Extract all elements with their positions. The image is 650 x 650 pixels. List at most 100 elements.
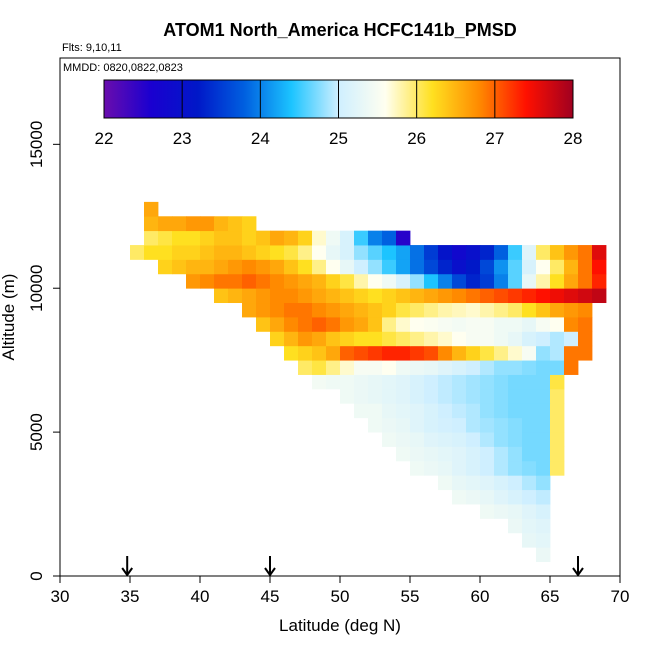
heatmap-cell bbox=[214, 245, 229, 260]
heatmap-cell bbox=[466, 259, 481, 275]
heatmap-cell bbox=[452, 417, 467, 433]
heatmap-cell bbox=[508, 245, 523, 260]
heatmap-cell bbox=[550, 259, 565, 275]
heatmap-cell bbox=[522, 460, 537, 476]
heatmap-cell bbox=[480, 460, 495, 476]
heatmap-cell bbox=[508, 360, 523, 375]
heatmap-cell bbox=[186, 273, 201, 289]
heatmap-cell bbox=[424, 288, 439, 304]
heatmap-cell bbox=[452, 360, 467, 375]
heatmap-cell bbox=[228, 245, 243, 260]
heatmap-cell bbox=[396, 417, 411, 433]
down-arrow-icon bbox=[121, 556, 134, 577]
heatmap-cell bbox=[214, 273, 229, 289]
heatmap-cell bbox=[284, 230, 299, 246]
heatmap-cell bbox=[466, 403, 481, 419]
heatmap-cell bbox=[466, 360, 481, 375]
heatmap-cell bbox=[438, 345, 453, 361]
heatmap-cell bbox=[382, 230, 397, 246]
heatmap-cell bbox=[298, 317, 313, 332]
heatmap-cell bbox=[452, 475, 467, 491]
heatmap-cell bbox=[256, 273, 271, 289]
heatmap-cell bbox=[452, 345, 467, 361]
colorbar-tick-label: 27 bbox=[485, 129, 504, 148]
heatmap-cell bbox=[536, 460, 551, 476]
heatmap-cell bbox=[522, 288, 537, 304]
heatmap-cell bbox=[494, 245, 509, 260]
heatmap-cell bbox=[494, 417, 509, 433]
heatmap-cell bbox=[200, 230, 215, 246]
heatmap-cell bbox=[550, 403, 565, 419]
heatmap-cell bbox=[410, 331, 425, 347]
heatmap-cell bbox=[382, 273, 397, 289]
heatmap-cell bbox=[494, 388, 509, 404]
heatmap-cell bbox=[452, 302, 467, 318]
heatmap-cell bbox=[508, 374, 523, 390]
heatmap-cell bbox=[550, 288, 565, 304]
heatmap-cell bbox=[480, 388, 495, 404]
heatmap-cell bbox=[326, 245, 341, 260]
heatmap-cell bbox=[396, 374, 411, 390]
heatmap-cell bbox=[438, 432, 453, 447]
heatmap-cell bbox=[214, 230, 229, 246]
heatmap-cell bbox=[172, 259, 187, 275]
heatmap-cell bbox=[214, 259, 229, 275]
heatmap-cell bbox=[158, 259, 173, 275]
heatmap-cell bbox=[382, 331, 397, 347]
heatmap-cell bbox=[396, 288, 411, 304]
heatmap-cell bbox=[410, 360, 425, 375]
heatmap-cell bbox=[522, 504, 537, 519]
heatmap-cell bbox=[494, 345, 509, 361]
flight-arrows bbox=[121, 556, 584, 577]
heatmap-cell bbox=[368, 345, 383, 361]
heatmap-cell bbox=[256, 259, 271, 275]
x-tick-label: 50 bbox=[331, 587, 350, 606]
heatmap-cell bbox=[466, 475, 481, 491]
heatmap-cell bbox=[494, 475, 509, 491]
heatmap-cell bbox=[186, 245, 201, 260]
heatmap-cell bbox=[340, 259, 355, 275]
heatmap-cell bbox=[536, 489, 551, 505]
heatmap-cell bbox=[326, 374, 341, 390]
heatmap-cell bbox=[508, 417, 523, 433]
heatmap-cell bbox=[382, 259, 397, 275]
heatmap-cell bbox=[242, 230, 257, 246]
x-axis-label: Latitude (deg N) bbox=[279, 616, 401, 635]
heatmap-cell bbox=[368, 317, 383, 332]
heatmap-cell bbox=[186, 230, 201, 246]
heatmap-cell bbox=[438, 331, 453, 347]
heatmap-cell bbox=[228, 216, 243, 232]
heatmap-cell bbox=[536, 532, 551, 548]
heatmap-cell bbox=[536, 259, 551, 275]
heatmap-cell bbox=[452, 388, 467, 404]
heatmap-cell bbox=[536, 432, 551, 447]
heatmap-cell bbox=[382, 345, 397, 361]
heatmap-cell bbox=[298, 245, 313, 260]
heatmap-cell bbox=[382, 302, 397, 318]
heatmap-cell bbox=[564, 245, 579, 260]
heatmap-cell bbox=[466, 446, 481, 462]
heatmap-cell bbox=[200, 259, 215, 275]
heatmap-cell bbox=[494, 446, 509, 462]
heatmap-cell bbox=[396, 259, 411, 275]
heatmap-cell bbox=[410, 460, 425, 476]
heatmap-cell bbox=[522, 273, 537, 289]
heatmap-cell bbox=[354, 230, 369, 246]
y-tick-label: 0 bbox=[27, 571, 46, 580]
heatmap-cell bbox=[522, 532, 537, 548]
heatmap-cell bbox=[578, 345, 593, 361]
heatmap-cell bbox=[298, 288, 313, 304]
heatmap-cell bbox=[452, 317, 467, 332]
heatmap-cell bbox=[424, 331, 439, 347]
x-tick-label: 70 bbox=[611, 587, 630, 606]
heatmap-cell bbox=[550, 360, 565, 375]
heatmap-cell bbox=[354, 259, 369, 275]
heatmap-cell bbox=[354, 331, 369, 347]
heatmap-cell bbox=[144, 230, 159, 246]
heatmap-cell bbox=[522, 317, 537, 332]
heatmap-cell bbox=[340, 273, 355, 289]
heatmap-cell bbox=[494, 288, 509, 304]
heatmap-cell bbox=[536, 345, 551, 361]
heatmap-cell bbox=[368, 245, 383, 260]
heatmap-cell bbox=[536, 331, 551, 347]
